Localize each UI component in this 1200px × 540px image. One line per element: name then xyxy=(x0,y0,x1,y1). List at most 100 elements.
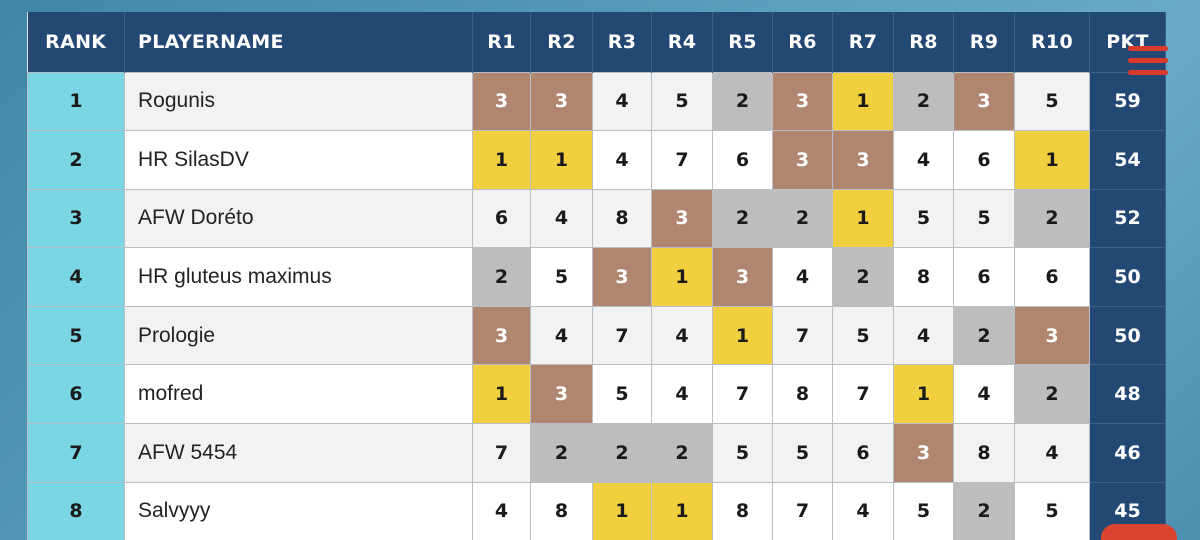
menu-bar xyxy=(1128,46,1168,51)
table-row: 6 mofred 1 3 5 4 7 8 7 1 4 2 48 xyxy=(27,364,1166,425)
round-cell-r8: 1 xyxy=(893,364,954,425)
header-r2: R2 xyxy=(530,12,593,72)
header-row: RANK PLAYERNAME R1 R2 R3 R4 R5 R6 R7 R8 … xyxy=(27,12,1166,72)
round-cell-r8: 2 xyxy=(893,71,954,132)
round-cell-r3: 7 xyxy=(592,305,652,366)
round-cell-r6: 3 xyxy=(772,71,833,132)
menu-bar xyxy=(1128,58,1168,63)
player-name-cell: mofred xyxy=(124,364,473,425)
round-cell-r10: 2 xyxy=(1014,188,1090,249)
round-cell-r1: 3 xyxy=(472,305,531,366)
round-cell-r2: 4 xyxy=(530,305,593,366)
header-r6: R6 xyxy=(772,12,833,72)
rank-cell: 7 xyxy=(27,423,125,483)
round-cell-r6: 4 xyxy=(772,247,833,307)
round-cell-r4: 2 xyxy=(651,423,713,483)
round-cell-r10: 5 xyxy=(1014,71,1090,132)
round-cell-r5: 2 xyxy=(712,188,773,249)
rank-cell: 2 xyxy=(27,130,125,190)
player-name-cell: AFW Doréto xyxy=(124,188,473,249)
round-cell-r10: 3 xyxy=(1014,305,1090,366)
table-row: 5 Prologie 3 4 7 4 1 7 5 4 2 3 50 xyxy=(27,305,1166,366)
round-cell-r2: 3 xyxy=(530,364,593,425)
round-cell-r9: 2 xyxy=(953,305,1015,366)
round-cell-r2: 3 xyxy=(530,71,593,132)
round-cell-r7: 3 xyxy=(832,130,894,190)
round-cell-r8: 8 xyxy=(893,247,954,307)
table-row: 7 AFW 5454 7 2 2 2 5 5 6 3 8 4 46 xyxy=(27,423,1166,483)
round-cell-r9: 5 xyxy=(953,188,1015,249)
header-r1: R1 xyxy=(472,12,531,72)
table-body: 1 Rogunis 3 3 4 5 2 3 1 2 3 5 59 2 HR SilasDV 1 1 4 7 6 3 3 4 6… xyxy=(27,71,1166,540)
points-cell: 54 xyxy=(1089,130,1166,190)
player-name-cell: HR SilasDV xyxy=(124,130,473,190)
round-cell-r3: 5 xyxy=(592,364,652,425)
round-cell-r4: 1 xyxy=(651,481,713,540)
round-cell-r5: 7 xyxy=(712,364,773,425)
table-row: 3 AFW Doréto 6 4 8 3 2 2 1 5 5 2 52 xyxy=(27,188,1166,249)
round-cell-r5: 8 xyxy=(712,481,773,540)
round-cell-r1: 1 xyxy=(472,130,531,190)
header-r4: R4 xyxy=(651,12,713,72)
standings-table: RANK PLAYERNAME R1 R2 R3 R4 R5 R6 R7 R8 … xyxy=(27,12,1166,540)
player-name-cell: Rogunis xyxy=(124,71,473,132)
round-cell-r2: 2 xyxy=(530,423,593,483)
round-cell-r7: 6 xyxy=(832,423,894,483)
round-cell-r3: 1 xyxy=(592,481,652,540)
round-cell-r2: 8 xyxy=(530,481,593,540)
round-cell-r1: 1 xyxy=(472,364,531,425)
standings-table-container: RANK PLAYERNAME R1 R2 R3 R4 R5 R6 R7 R8 … xyxy=(27,12,1166,540)
round-cell-r6: 7 xyxy=(772,481,833,540)
round-cell-r1: 7 xyxy=(472,423,531,483)
action-button[interactable] xyxy=(1101,524,1177,540)
round-cell-r7: 2 xyxy=(832,247,894,307)
round-cell-r7: 1 xyxy=(832,188,894,249)
table-row: 2 HR SilasDV 1 1 4 7 6 3 3 4 6 1 54 xyxy=(27,130,1166,190)
player-name-cell: Prologie xyxy=(124,305,473,366)
header-r5: R5 xyxy=(712,12,773,72)
round-cell-r5: 3 xyxy=(712,247,773,307)
round-cell-r8: 5 xyxy=(893,188,954,249)
round-cell-r1: 6 xyxy=(472,188,531,249)
round-cell-r3: 8 xyxy=(592,188,652,249)
points-cell: 52 xyxy=(1089,188,1166,249)
round-cell-r2: 1 xyxy=(530,130,593,190)
round-cell-r10: 4 xyxy=(1014,423,1090,483)
round-cell-r7: 7 xyxy=(832,364,894,425)
points-cell: 46 xyxy=(1089,423,1166,483)
round-cell-r4: 1 xyxy=(651,247,713,307)
round-cell-r9: 8 xyxy=(953,423,1015,483)
round-cell-r5: 2 xyxy=(712,71,773,132)
points-cell: 59 xyxy=(1089,71,1166,132)
round-cell-r7: 1 xyxy=(832,71,894,132)
round-cell-r1: 3 xyxy=(472,71,531,132)
table-row: 8 Salvyyy 4 8 1 1 8 7 4 5 2 5 45 xyxy=(27,481,1166,540)
menu-bar xyxy=(1128,70,1168,75)
round-cell-r6: 2 xyxy=(772,188,833,249)
player-name-cell: Salvyyy xyxy=(124,481,473,540)
points-cell: 50 xyxy=(1089,247,1166,307)
round-cell-r3: 2 xyxy=(592,423,652,483)
round-cell-r10: 5 xyxy=(1014,481,1090,540)
round-cell-r4: 5 xyxy=(651,71,713,132)
round-cell-r5: 1 xyxy=(712,305,773,366)
rank-cell: 5 xyxy=(27,305,125,366)
round-cell-r3: 4 xyxy=(592,130,652,190)
round-cell-r1: 4 xyxy=(472,481,531,540)
points-cell: 48 xyxy=(1089,364,1166,425)
rank-cell: 3 xyxy=(27,188,125,249)
round-cell-r5: 6 xyxy=(712,130,773,190)
player-name-cell: HR gluteus maximus xyxy=(124,247,473,307)
hamburger-menu-icon[interactable] xyxy=(1128,46,1168,80)
round-cell-r6: 7 xyxy=(772,305,833,366)
round-cell-r8: 3 xyxy=(893,423,954,483)
header-r3: R3 xyxy=(592,12,652,72)
table-row: 1 Rogunis 3 3 4 5 2 3 1 2 3 5 59 xyxy=(27,71,1166,132)
round-cell-r4: 7 xyxy=(651,130,713,190)
header-r8: R8 xyxy=(893,12,954,72)
round-cell-r4: 3 xyxy=(651,188,713,249)
round-cell-r9: 6 xyxy=(953,247,1015,307)
round-cell-r3: 3 xyxy=(592,247,652,307)
round-cell-r10: 6 xyxy=(1014,247,1090,307)
round-cell-r9: 2 xyxy=(953,481,1015,540)
